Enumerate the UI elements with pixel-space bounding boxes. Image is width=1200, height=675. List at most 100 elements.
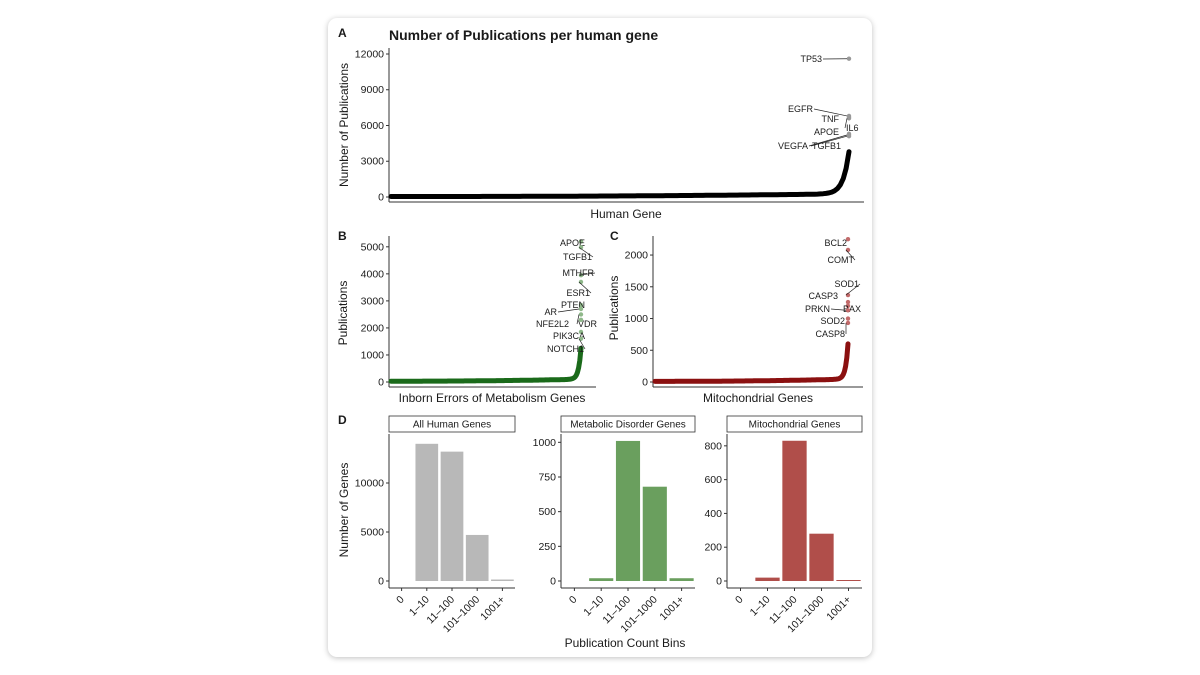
- panel-letter-a: A: [338, 26, 347, 40]
- y-tick-label: 1500: [625, 281, 649, 293]
- y-tick-label: 1000: [361, 349, 385, 361]
- gene-label-leader: [808, 134, 848, 147]
- gene-point-pten: [578, 302, 584, 308]
- y-tick-label: 0: [378, 377, 384, 389]
- gene-point-ar: [578, 306, 584, 312]
- gene-label-leader: [578, 338, 586, 350]
- gene-label-ar: AR: [544, 307, 557, 317]
- y-tick-label: 6000: [361, 120, 385, 132]
- panel-b-y-ticks: 0 1000 2000 3000 4000 5000: [361, 241, 389, 389]
- gene-label-pten: PTEN: [561, 300, 585, 310]
- gene-label-tgfb1: TGFB1: [563, 252, 592, 262]
- gene-label-leader: [576, 314, 580, 325]
- facet-strip-label: All Human Genes: [413, 420, 491, 431]
- panel-b-x-label: Inborn Errors of Metabolism Genes: [399, 391, 586, 405]
- facet-strip: [388, 415, 516, 433]
- bar-0-4: [491, 579, 514, 581]
- y-tick-label: 3000: [361, 295, 385, 307]
- panel-d-y-label: Number of Genes: [337, 463, 351, 558]
- gene-point-bax: [845, 303, 851, 309]
- bar-2-1: [755, 577, 780, 581]
- gene-label-leader: [845, 249, 856, 261]
- facet-metabolic-disorder-genes: Metabolic Disorder Genes 0 250 500 750 1000 0 1…: [533, 415, 696, 635]
- x-tick-label: 1001+: [478, 594, 507, 623]
- gene-point-vdr: [578, 312, 584, 317]
- facet-strip-label: Mitochondrial Genes: [749, 420, 841, 431]
- gene-label-comt: COMT: [828, 255, 855, 265]
- bar-1-1: [589, 578, 614, 581]
- panel-letter-c: C: [610, 229, 619, 243]
- panel-c-highlight-points: BCL2 COMT SOD1 CASP3 BAX PRKN SOD2 CASP8: [805, 236, 861, 339]
- bar-0-3: [465, 534, 489, 581]
- gene-label-pik3ca: PIK3CA: [553, 331, 585, 341]
- gene-label-leader: [578, 247, 594, 258]
- gene-label-leader: [844, 118, 848, 129]
- gene-point-bcl2: [845, 236, 851, 242]
- bar-1-3: [642, 486, 667, 581]
- bar-2-3: [809, 533, 834, 581]
- facet-strip: [560, 415, 696, 433]
- facet-strip-label: Metabolic Disorder Genes: [570, 420, 686, 431]
- y-tick-label: 0: [642, 377, 648, 389]
- gene-label-sod1: SOD1: [834, 279, 859, 289]
- gene-label-bax: BAX: [843, 304, 861, 314]
- y-tick-label: 12000: [355, 48, 384, 60]
- y-tick-label: 250: [538, 541, 556, 553]
- y-tick-label: 2000: [625, 250, 649, 262]
- y-tick-label: 3000: [361, 156, 385, 168]
- gene-point-apoe: [578, 239, 584, 244]
- gene-label-tp53: TP53: [800, 54, 822, 64]
- x-tick-label: 0: [733, 594, 746, 607]
- gene-label-casp3: CASP3: [808, 291, 838, 301]
- y-tick-label: 750: [538, 471, 556, 483]
- gene-label-apoe: APOE: [814, 127, 839, 137]
- panel-c-x-label: Mitochondrial Genes: [703, 391, 813, 405]
- panel-b-y-label: Publications: [336, 281, 350, 346]
- gene-point-casp8: [845, 320, 851, 326]
- y-tick-label: 0: [716, 576, 722, 588]
- panel-a-highlight-points: TP53 EGFR TNF IL6 APOE VEGFA TGFB1: [778, 54, 859, 151]
- panel-b: B 0 1000 2000 3000 4000 5000 APOE TGFB1 MTHFR ES…: [336, 229, 598, 405]
- panel-c: C 0 500 1000 1500 2000 BCL2 COMT SOD1 CASP3 BAX P…: [607, 229, 863, 405]
- bar-2-4: [836, 580, 861, 581]
- panel-b-gene-curve: [388, 345, 584, 384]
- gene-label-notch1: NOTCH1: [547, 344, 584, 354]
- gene-label-casp8: CASP8: [815, 329, 845, 339]
- x-tick-label: 0: [567, 594, 580, 607]
- gene-point-prkn: [845, 308, 851, 313]
- gene-label-leader: [578, 281, 592, 294]
- x-tick-label: 1001+: [657, 594, 686, 623]
- panel-d-x-label: Publication Count Bins: [565, 636, 686, 650]
- gene-label-leader: [830, 308, 847, 311]
- gene-point-tgfb1: [846, 134, 852, 139]
- y-tick-label: 0: [378, 192, 384, 204]
- gene-label-prkn: PRKN: [805, 304, 830, 314]
- gene-label-leader: [578, 272, 596, 276]
- gene-point-tgfb1: [578, 245, 584, 250]
- y-tick-label: 5000: [361, 527, 385, 539]
- figure-canvas: A Number of Publications per human gene …: [336, 26, 864, 650]
- y-tick-label: 1000: [625, 313, 649, 325]
- x-tick-label: 1001+: [824, 594, 853, 623]
- facet-strip: [726, 415, 863, 433]
- panel-a-y-ticks: 0 3000 6000 9000 12000: [355, 48, 389, 204]
- y-tick-label: 800: [704, 440, 722, 452]
- x-tick-label: 0: [394, 594, 407, 607]
- gene-label-apoe: APOE: [560, 238, 585, 248]
- gene-point-casp3: [845, 299, 851, 305]
- y-tick-label: 600: [704, 474, 722, 486]
- bar-0-2: [440, 451, 464, 581]
- gene-label-tgfb1: TGFB1: [812, 141, 841, 151]
- bar-1-2: [615, 440, 641, 581]
- gene-label-bcl2: BCL2: [824, 238, 847, 248]
- gene-point-nfe2l2: [578, 317, 584, 323]
- y-tick-label: 2000: [361, 322, 385, 334]
- gene-point-il6: [846, 116, 852, 121]
- gene-label-mthfr: MTHFR: [563, 268, 595, 278]
- y-tick-label: 500: [538, 506, 556, 518]
- gene-label-esr1: ESR1: [566, 288, 590, 298]
- panel-c-y-label: Publications: [607, 276, 621, 341]
- bar-1-4: [669, 578, 694, 581]
